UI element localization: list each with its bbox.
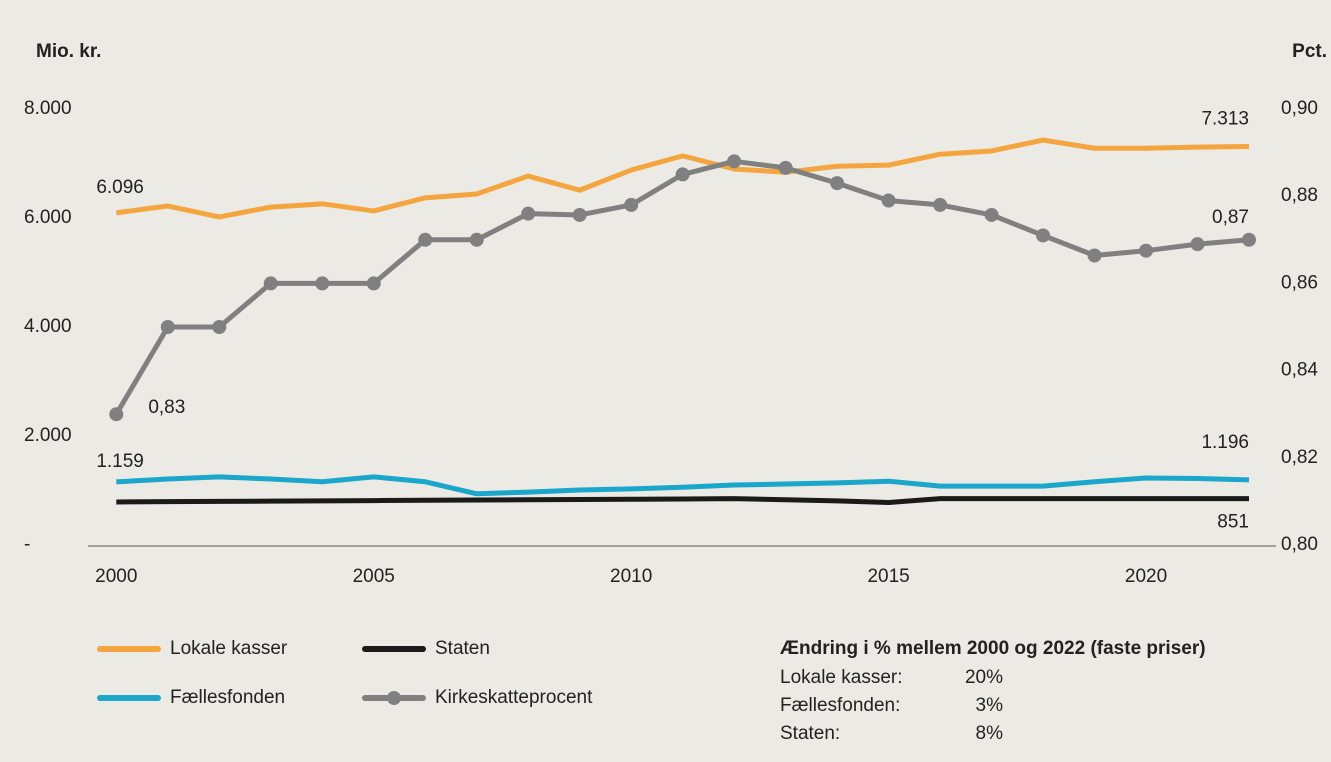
value-label: 851	[1217, 512, 1249, 533]
legend-label: Fællesfonden	[170, 687, 285, 708]
change-row-value: 20%	[965, 667, 1003, 688]
value-label: 1.159	[96, 451, 144, 472]
y2-tick-label: 0,80	[1281, 534, 1318, 555]
x-tick-label: 2005	[353, 566, 395, 587]
y2-tick-label: 0,90	[1281, 98, 1318, 119]
value-label: 6.096	[96, 177, 144, 198]
value-label: 1.196	[1201, 432, 1249, 453]
x-tick-label: 2015	[867, 566, 909, 587]
value-label: 0,87	[1212, 207, 1249, 228]
series-marker	[469, 232, 484, 247]
series-marker	[366, 276, 381, 291]
series-marker	[212, 320, 227, 334]
series-marker	[1242, 232, 1257, 247]
series-marker	[881, 193, 896, 208]
y2-tick-label: 0,86	[1281, 272, 1318, 293]
y-axis-label: Mio. kr.	[36, 41, 101, 62]
y-tick-label: 2.000	[24, 425, 72, 446]
series-marker	[727, 154, 742, 169]
series-marker	[1139, 243, 1154, 258]
change-row-label: Staten:	[780, 723, 840, 744]
x-tick-label: 2010	[610, 566, 652, 587]
series-marker	[1190, 237, 1205, 252]
series-line	[116, 474, 1250, 497]
series-marker	[1036, 228, 1051, 243]
change-row-value: 3%	[976, 695, 1004, 716]
series-marker	[624, 197, 639, 212]
series-marker	[521, 206, 536, 221]
series-marker	[315, 276, 330, 291]
y2-axis-label: Pct.	[1292, 41, 1327, 62]
series-marker	[984, 207, 999, 222]
series-marker	[418, 232, 433, 247]
x-tick-label: 2020	[1125, 566, 1167, 587]
x-tick-label: 2000	[95, 566, 137, 587]
y2-tick-label: 0,88	[1281, 185, 1318, 206]
series-marker	[675, 167, 690, 182]
series-line	[115, 137, 1250, 220]
series-marker	[1087, 248, 1102, 263]
series-marker	[263, 276, 278, 291]
change-row-label: Lokale kasser:	[780, 667, 903, 688]
series-line	[116, 496, 1250, 505]
change-table-title: Ændring i % mellem 2000 og 2022 (faste p…	[780, 638, 1206, 659]
series-marker	[572, 207, 587, 222]
y-tick-label: 6.000	[24, 207, 72, 228]
series-marker	[109, 407, 124, 422]
value-label: 7.313	[1201, 108, 1249, 129]
y2-tick-label: 0,82	[1281, 447, 1318, 468]
change-row-value: 8%	[976, 723, 1004, 744]
y-tick-label: 4.000	[24, 316, 72, 337]
change-row-label: Fællesfonden:	[780, 695, 900, 716]
y-tick-label: 8.000	[24, 98, 72, 119]
y-tick-label: -	[24, 534, 30, 555]
value-label: 0,83	[148, 397, 185, 418]
series-marker	[160, 320, 175, 334]
series-marker	[778, 160, 793, 175]
legend-marker	[387, 691, 401, 705]
y2-tick-label: 0,84	[1281, 360, 1318, 381]
legend-label: Lokale kasser	[170, 638, 288, 659]
legend-label: Kirkeskatteprocent	[435, 687, 593, 708]
legend-label: Staten	[435, 638, 490, 659]
series-marker	[830, 176, 845, 191]
series-marker	[933, 197, 948, 212]
